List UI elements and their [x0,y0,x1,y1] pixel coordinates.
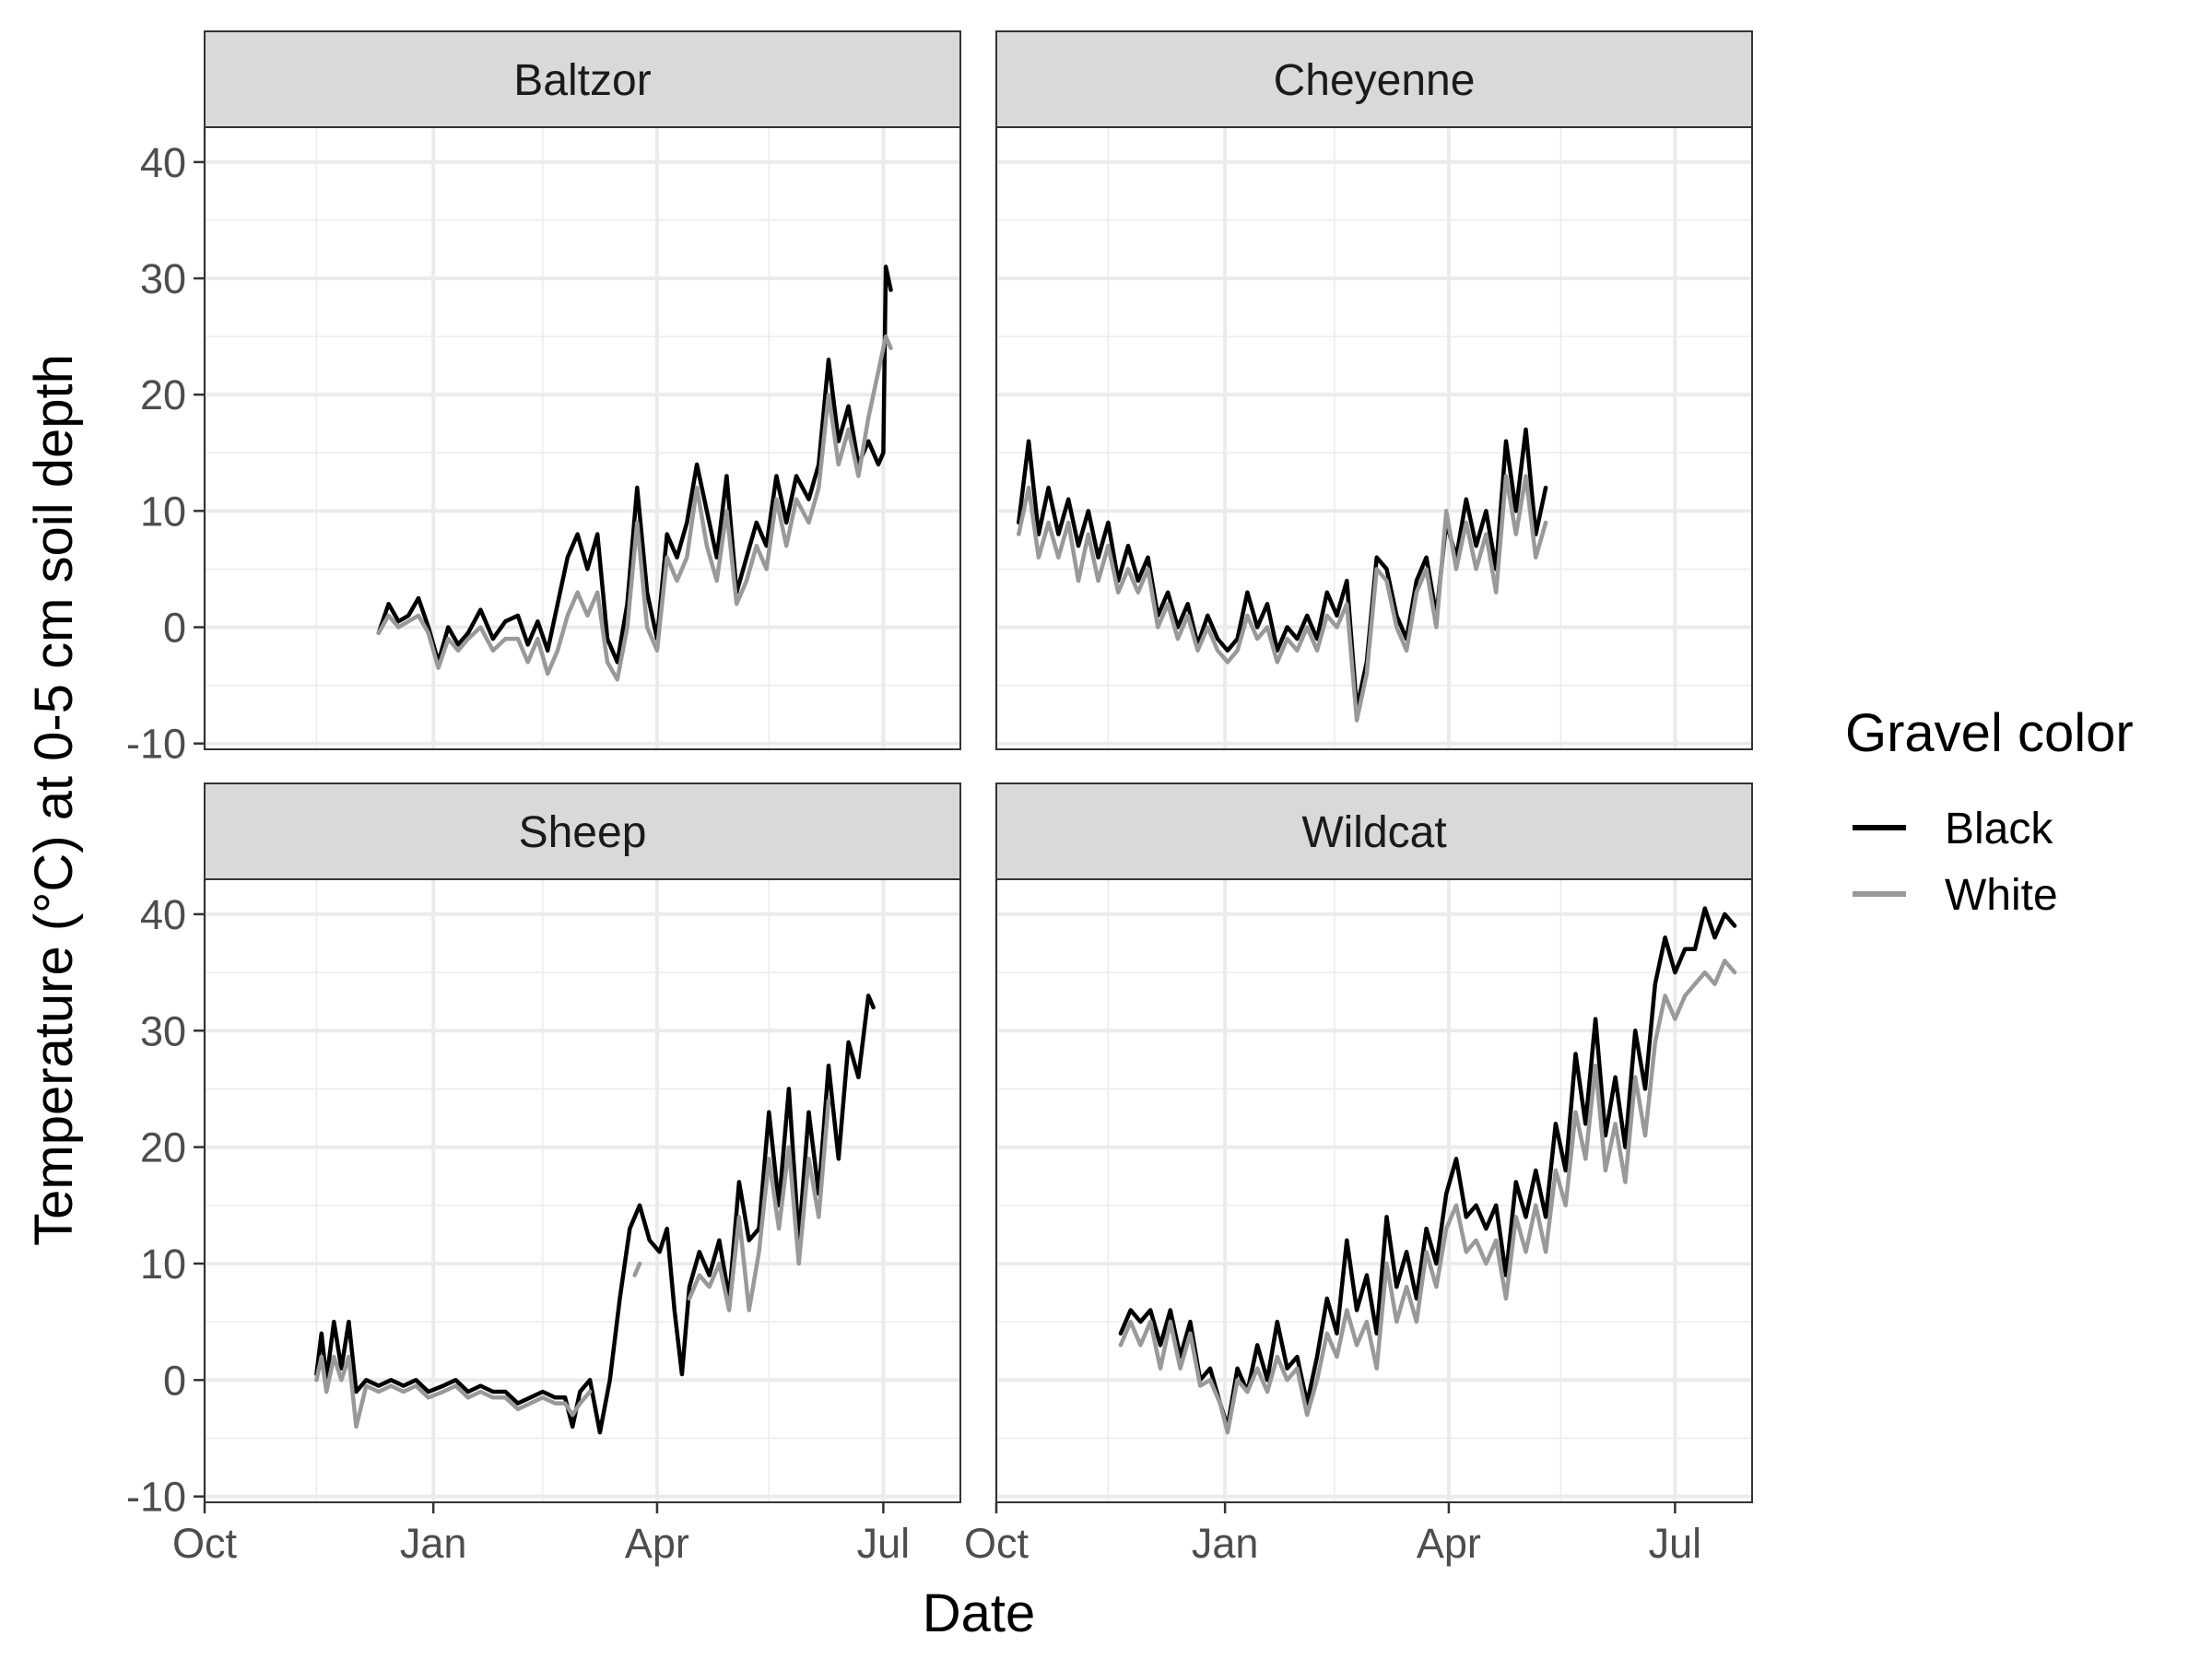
x-tick-label-wildcat: Apr [1417,1520,1481,1567]
legend: Gravel color Black White [1845,703,2134,920]
strip-label-wildcat: Wildcat [1301,808,1446,857]
x-tick-label-sheep: Oct [172,1520,238,1567]
x-tick-label-wildcat: Jul [1649,1520,1702,1567]
series-line-cheyenne-white [1017,474,1548,723]
plot-bg-cheyenne [996,127,1752,749]
strip-baltzor [204,30,961,128]
panel-border-wildcat [995,878,1753,1503]
x-tick-label-sheep: Jan [400,1520,467,1567]
series-line-baltzor-black [376,265,893,665]
y-tick-label-baltzor: 10 [140,488,186,535]
series-line-cheyenne-black [1017,427,1548,712]
y-tick-label-sheep: 20 [140,1124,186,1171]
y-tick-label-baltzor: 40 [140,139,186,186]
y-tick-label-baltzor: 20 [140,371,186,418]
strip-label-cheyenne: Cheyenne [1274,56,1476,105]
legend-label-white: White [1945,871,2058,920]
x-axis-title: Date [923,1583,1036,1643]
panel-cheyenne: Cheyenne [994,30,1753,750]
y-tick-label-baltzor: -10 [126,721,186,768]
panel-border-cheyenne [995,126,1753,750]
panel-sheep: Sheep [203,782,961,1503]
legend-title: Gravel color [1845,703,2134,763]
strip-sheep [204,782,961,880]
x-tick-label-wildcat: Oct [964,1520,1030,1567]
plot-bg-wildcat [996,879,1752,1502]
x-tick-label-sheep: Apr [625,1520,689,1567]
x-tick-label-sheep: Jul [857,1520,911,1567]
series-line-sheep-black [314,994,876,1435]
y-tick-label-sheep: -10 [126,1474,186,1521]
x-tick-label-wildcat: Jan [1192,1520,1259,1567]
y-tick-label-baltzor: 0 [163,605,186,652]
axes-layer: -10 0 10 20 30 40 -10 0 10 20 30 40 Oct Jan Apr Jul Oct J… [126,139,1701,1567]
strip-label-baltzor: Baltzor [513,56,651,105]
y-tick-label-baltzor: 30 [140,255,186,302]
strip-label-sheep: Sheep [519,808,647,857]
series-line-sheep-white [314,1098,831,1430]
y-tick-label-sheep: 10 [140,1241,186,1288]
y-axis-title: Temperature (°C) at 0-5 cm soil depth [24,354,84,1246]
panel-border-baltzor [204,126,961,750]
series-line-baltzor-white [376,334,893,682]
y-tick-label-sheep: 0 [163,1357,186,1404]
panel-wildcat: Wildcat [994,782,1753,1503]
panels-layer: Baltzor Cheyenne Sheep Wildcat [203,30,1753,1503]
y-tick-label-sheep: 30 [140,1007,186,1054]
legend-label-black: Black [1945,805,2053,853]
strip-wildcat [995,782,1753,880]
y-tick-label-sheep: 40 [140,891,186,938]
panel-baltzor: Baltzor [203,30,961,750]
panel-border-sheep [204,878,961,1503]
series-line-wildcat-white [1118,959,1737,1435]
